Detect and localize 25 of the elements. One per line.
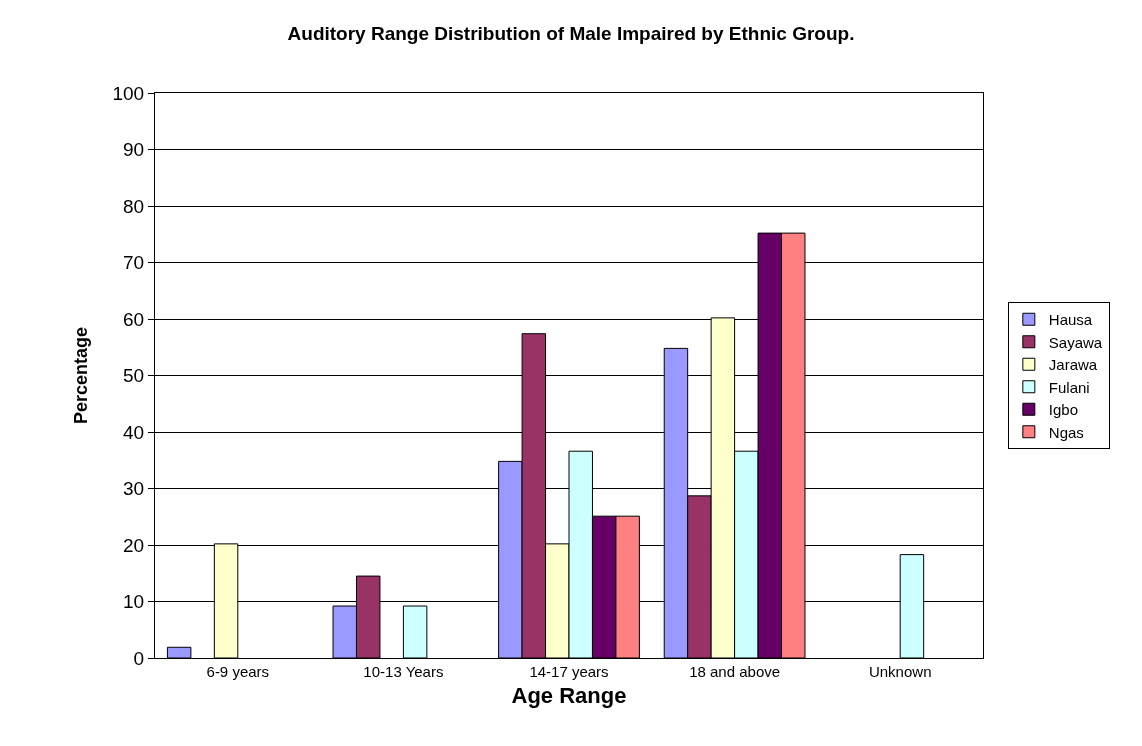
y-tick-label: 90 [123, 139, 145, 161]
legend-label: Fulani [1048, 378, 1090, 396]
y-tick-label: 100 [112, 82, 145, 104]
legend-label: Sayawa [1048, 333, 1103, 351]
x-tick-label: 14-17 years [529, 663, 609, 680]
x-axis-title: Age Range [511, 682, 627, 708]
y-axis-title: Percentage [70, 326, 91, 425]
chart-title: Auditory Range Distribution of Male Impaired by Ethnic Group. [287, 23, 855, 45]
y-tick-label: 60 [123, 308, 145, 330]
y-tick-label: 50 [123, 365, 145, 387]
y-tick-label: 30 [123, 478, 145, 500]
x-tick-label: 6-9 years [206, 663, 270, 680]
x-tick-label: 18 and above [689, 663, 781, 680]
y-tick-label: 0 [133, 647, 145, 669]
legend-label: Igbo [1048, 401, 1079, 419]
legend-label: Jarawa [1048, 356, 1098, 374]
y-tick-label: 10 [123, 591, 145, 613]
y-tick-label: 70 [123, 252, 145, 274]
legend-label: Hausa [1048, 311, 1093, 329]
y-tick-label: 20 [123, 534, 145, 556]
x-tick-label: 10-13 Years [363, 663, 444, 680]
y-tick-label: 40 [123, 421, 145, 443]
x-tick-label: Unknown [868, 663, 932, 680]
legend-label: Ngas [1048, 423, 1084, 441]
y-tick-label: 80 [123, 195, 145, 217]
